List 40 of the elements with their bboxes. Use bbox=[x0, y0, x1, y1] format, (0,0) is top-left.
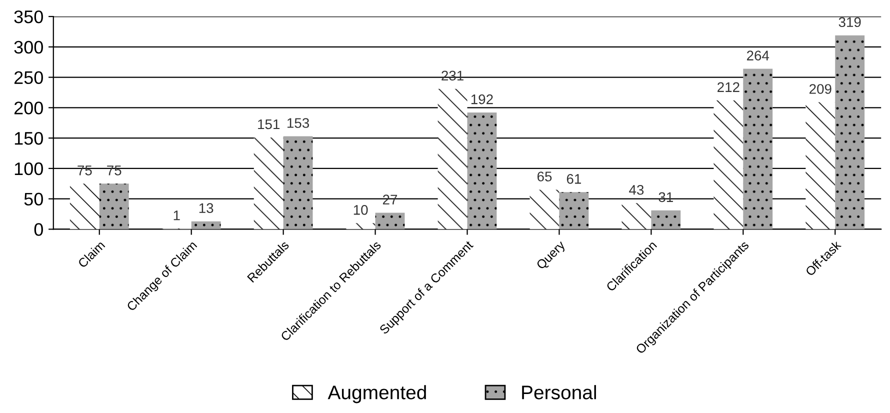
data-label: 319 bbox=[838, 17, 861, 28]
y-tick-label: 0 bbox=[34, 223, 43, 236]
data-label: 209 bbox=[810, 84, 832, 94]
y-tick-label: 150 bbox=[14, 132, 43, 145]
data-label: 192 bbox=[471, 94, 493, 104]
bar bbox=[99, 184, 129, 230]
y-tick-label: 250 bbox=[14, 71, 43, 84]
data-label: 43 bbox=[629, 184, 644, 195]
y-tick-label: 100 bbox=[14, 162, 43, 176]
y-tick-label: 50 bbox=[24, 192, 43, 206]
data-label: 65 bbox=[537, 172, 552, 182]
y-tick-label: 350 bbox=[14, 10, 43, 24]
bar bbox=[283, 136, 313, 230]
data-label: 212 bbox=[718, 82, 740, 92]
bar bbox=[651, 210, 681, 230]
y-tick-label: 200 bbox=[14, 102, 43, 114]
bar bbox=[346, 223, 376, 230]
legend-label: Personal bbox=[522, 385, 596, 400]
bar bbox=[70, 184, 100, 230]
bar bbox=[806, 102, 836, 230]
legend-label: Augmented bbox=[328, 385, 426, 404]
bar bbox=[191, 221, 221, 230]
data-label: 264 bbox=[746, 50, 770, 60]
data-label: 1 bbox=[174, 210, 180, 220]
bar bbox=[254, 137, 284, 230]
data-label: 151 bbox=[258, 119, 280, 130]
data-label: 61 bbox=[566, 174, 581, 184]
bar bbox=[438, 88, 468, 230]
bar bbox=[375, 212, 405, 230]
bar bbox=[622, 203, 652, 230]
bar bbox=[559, 192, 589, 230]
bar bbox=[743, 68, 773, 230]
y-tick-label: 300 bbox=[14, 40, 43, 54]
data-label: 13 bbox=[199, 203, 214, 214]
bar bbox=[530, 190, 560, 230]
bar bbox=[835, 35, 865, 230]
bar bbox=[714, 100, 744, 230]
bar bbox=[467, 112, 497, 230]
data-label: 153 bbox=[288, 118, 310, 128]
data-label: 10 bbox=[354, 205, 368, 215]
